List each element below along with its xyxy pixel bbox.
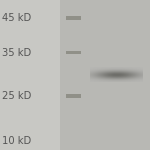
Text: 35 kD: 35 kD bbox=[2, 48, 31, 57]
Bar bbox=[60, 0, 150, 150]
Text: 45 kD: 45 kD bbox=[2, 13, 31, 23]
Bar bbox=[66, 94, 81, 98]
Text: 10 kD: 10 kD bbox=[2, 136, 31, 146]
Bar bbox=[66, 51, 81, 54]
Bar bbox=[66, 16, 81, 20]
Text: 25 kD: 25 kD bbox=[2, 91, 31, 101]
